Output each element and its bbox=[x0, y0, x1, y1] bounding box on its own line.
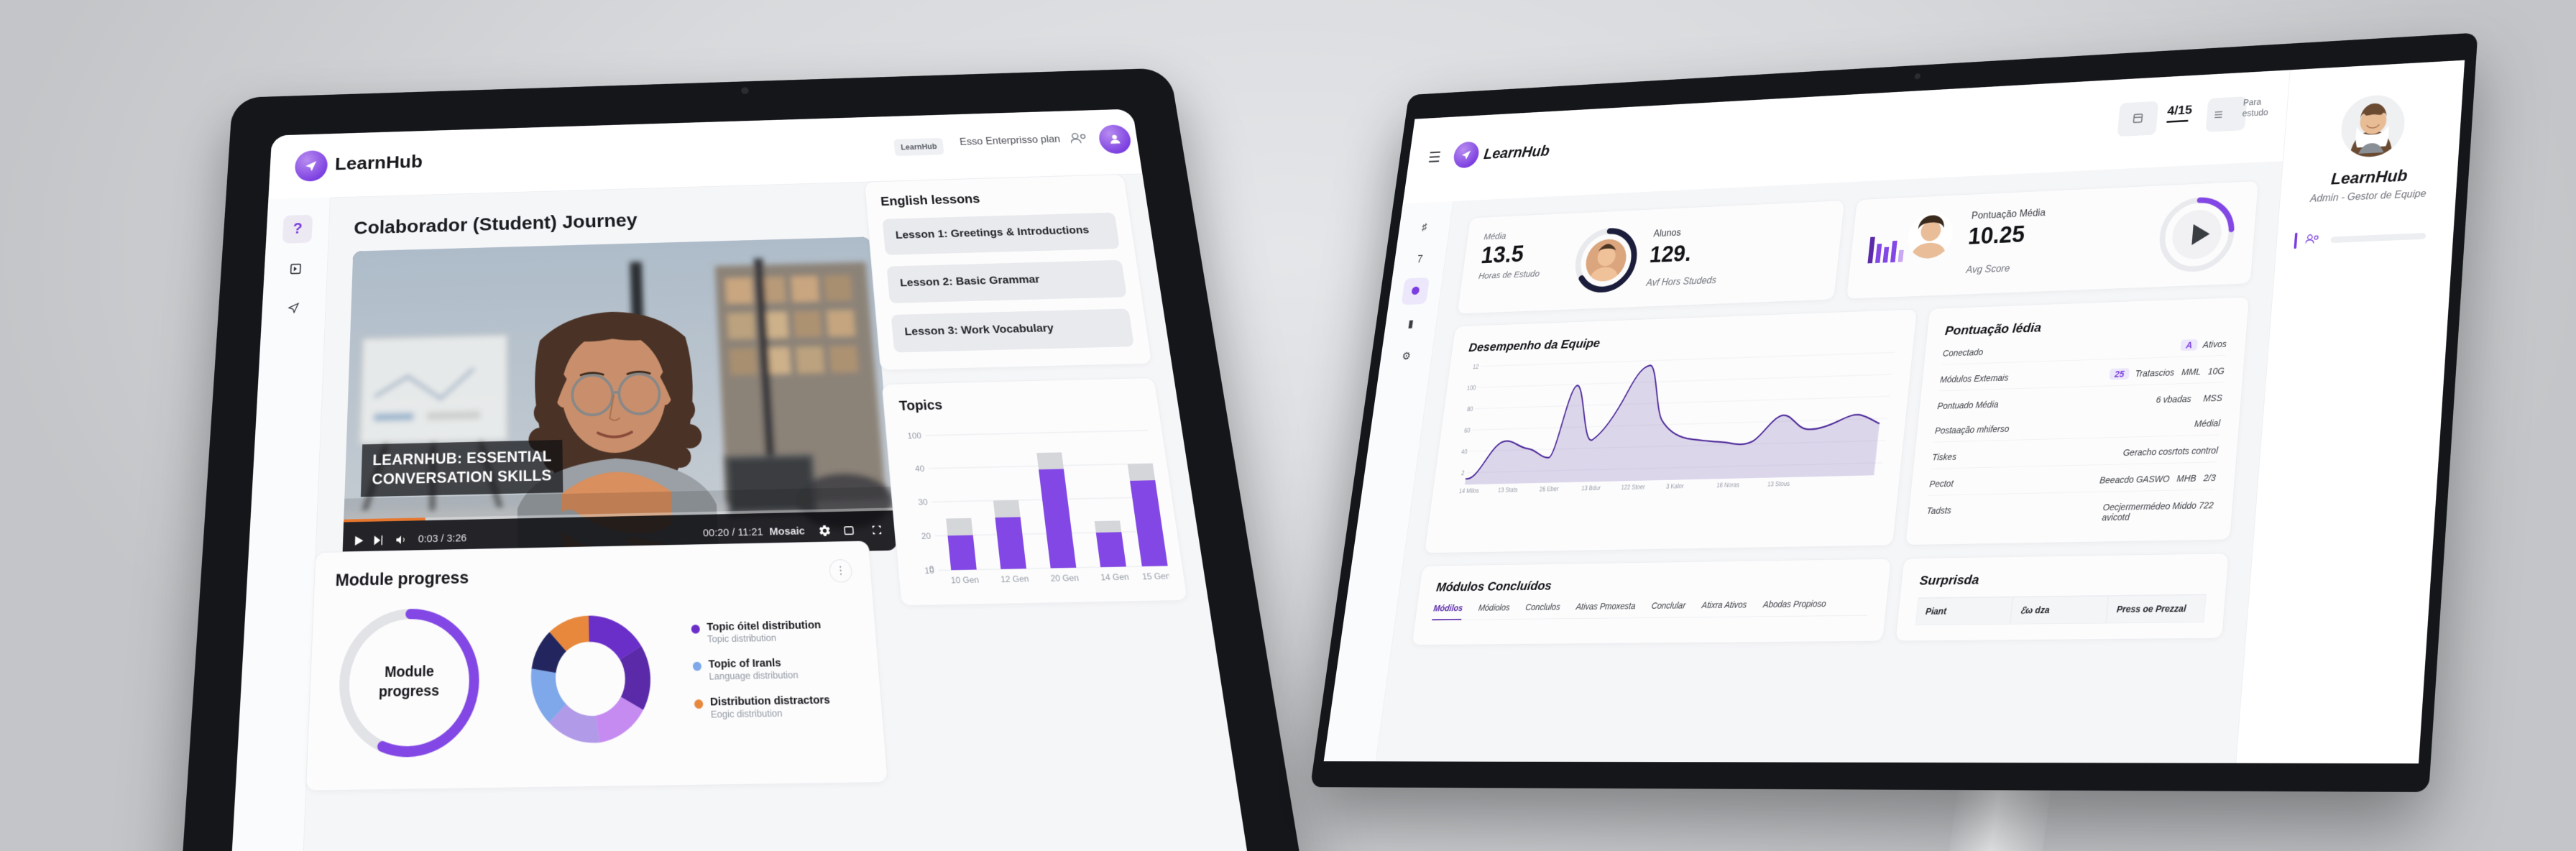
svg-text:14 Milos: 14 Milos bbox=[1458, 487, 1479, 494]
svg-text:13 Stats: 13 Stats bbox=[1497, 486, 1518, 494]
svg-text:13 Stous: 13 Stous bbox=[1767, 479, 1790, 488]
svg-text:80: 80 bbox=[1467, 405, 1474, 413]
svg-text:12: 12 bbox=[1473, 363, 1480, 371]
svg-text:13 Bdur: 13 Bdur bbox=[1581, 484, 1601, 492]
svg-text:60: 60 bbox=[1464, 426, 1471, 434]
svg-text:3 Kalor: 3 Kalor bbox=[1665, 482, 1684, 491]
svg-text:16 Noras: 16 Noras bbox=[1716, 481, 1740, 489]
svg-text:100: 100 bbox=[1466, 384, 1476, 392]
svg-text:2: 2 bbox=[1461, 469, 1466, 477]
svg-text:122 Stoer: 122 Stoer bbox=[1621, 483, 1646, 492]
svg-text:26 Eber: 26 Eber bbox=[1539, 485, 1559, 494]
svg-text:40: 40 bbox=[1461, 448, 1468, 456]
